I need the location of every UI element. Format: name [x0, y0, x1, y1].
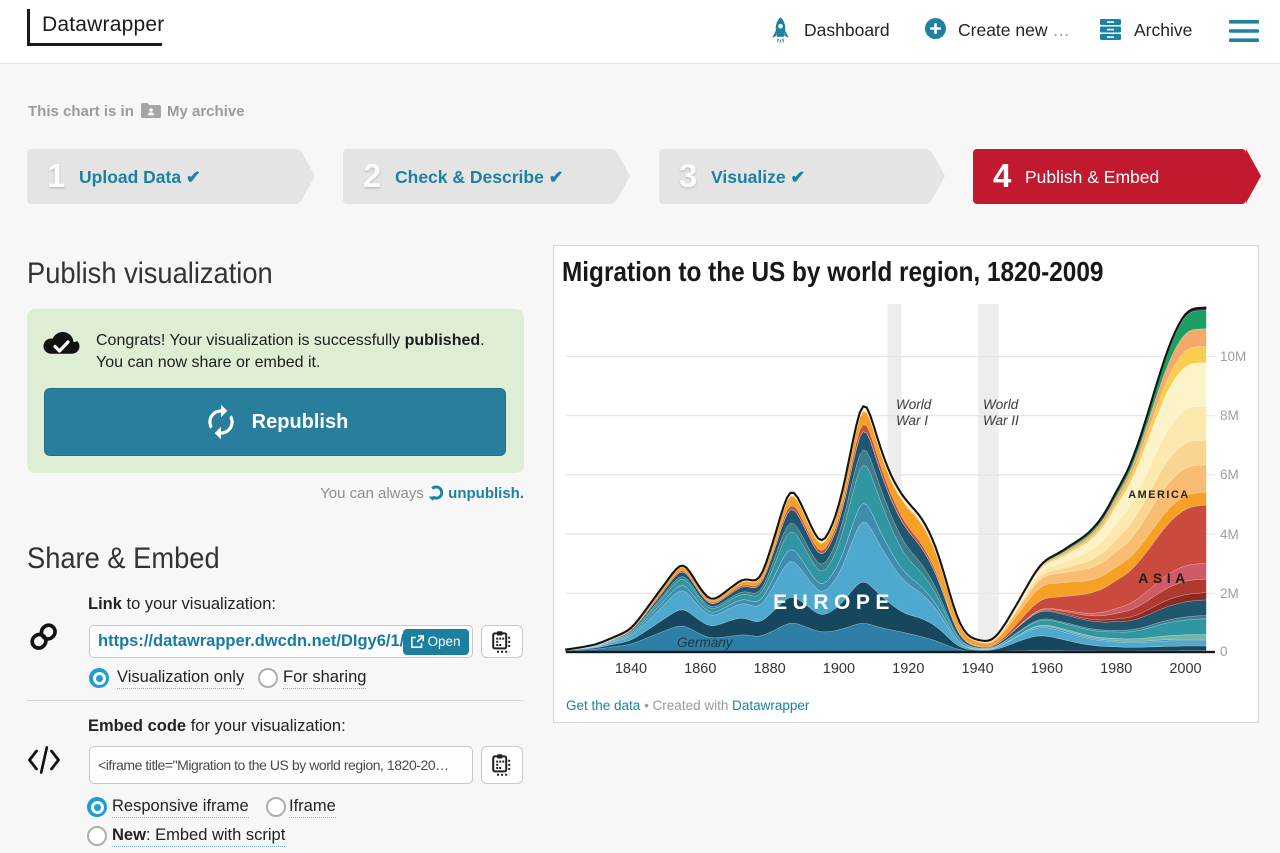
svg-text:War I: War I — [896, 413, 928, 428]
svg-text:1860: 1860 — [684, 661, 716, 677]
svg-text:1920: 1920 — [892, 661, 924, 677]
svg-text:EUROPE: EUROPE — [773, 591, 895, 614]
svg-text:AMERICA: AMERICA — [1128, 489, 1190, 501]
svg-text:2000: 2000 — [1169, 661, 1201, 677]
svg-text:1900: 1900 — [823, 661, 855, 677]
svg-text:1980: 1980 — [1100, 661, 1132, 677]
svg-text:1960: 1960 — [1031, 661, 1063, 677]
svg-text:10M: 10M — [1220, 349, 1246, 364]
svg-text:1940: 1940 — [961, 661, 993, 677]
svg-text:2M: 2M — [1220, 586, 1239, 601]
svg-text:8M: 8M — [1220, 408, 1239, 423]
svg-text:6M: 6M — [1220, 467, 1239, 482]
svg-text:1880: 1880 — [753, 661, 785, 677]
svg-text:0: 0 — [1220, 644, 1228, 659]
svg-text:War II: War II — [983, 413, 1019, 428]
svg-text:4M: 4M — [1220, 527, 1239, 542]
svg-text:ASIA: ASIA — [1138, 570, 1189, 586]
svg-text:World: World — [983, 397, 1019, 412]
svg-text:World: World — [896, 397, 932, 412]
svg-text:Germany: Germany — [677, 635, 734, 650]
svg-text:1840: 1840 — [615, 661, 647, 677]
